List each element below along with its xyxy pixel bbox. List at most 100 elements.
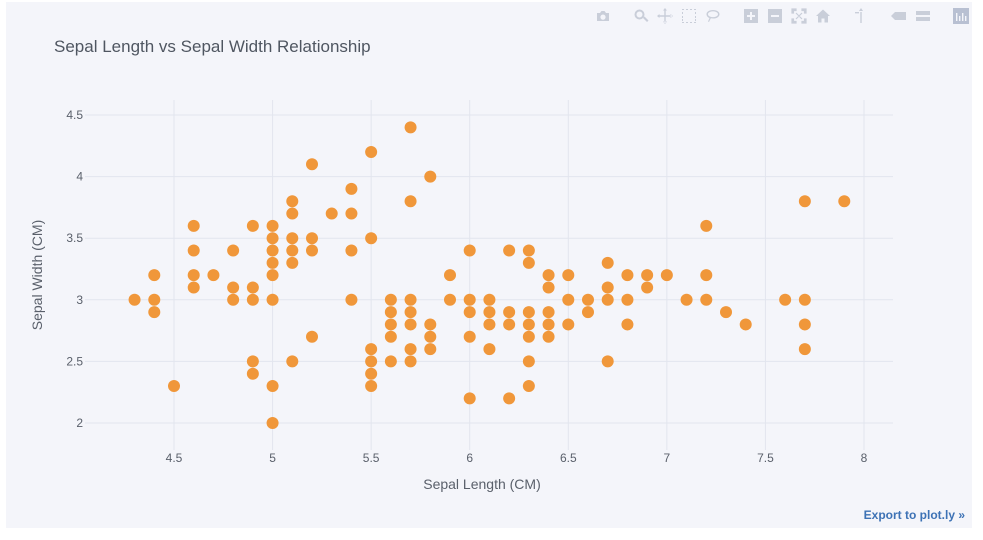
data-point[interactable] <box>522 256 535 269</box>
data-point[interactable] <box>384 306 397 319</box>
data-point[interactable] <box>246 281 259 294</box>
data-point[interactable] <box>404 306 417 319</box>
autoscale-button[interactable] <box>790 7 808 25</box>
data-point[interactable] <box>365 355 378 368</box>
data-point[interactable] <box>503 244 516 257</box>
data-point[interactable] <box>542 318 555 331</box>
data-point[interactable] <box>641 281 654 294</box>
zoom-out-button[interactable] <box>766 7 784 25</box>
lasso-select-button[interactable] <box>704 7 722 25</box>
data-point[interactable] <box>286 256 299 269</box>
data-point[interactable] <box>306 244 318 257</box>
data-point[interactable] <box>325 207 338 220</box>
data-point[interactable] <box>286 232 299 245</box>
data-point[interactable] <box>621 318 634 331</box>
data-point[interactable] <box>798 195 811 208</box>
data-point[interactable] <box>365 380 378 393</box>
data-point[interactable] <box>582 293 594 306</box>
data-point[interactable] <box>621 293 634 306</box>
data-point[interactable] <box>522 330 535 343</box>
data-point[interactable] <box>404 195 417 208</box>
data-point[interactable] <box>227 244 240 257</box>
data-point[interactable] <box>522 306 535 319</box>
data-point[interactable] <box>345 293 358 306</box>
data-point[interactable] <box>542 330 555 343</box>
zoom-in-button[interactable] <box>742 7 760 25</box>
data-point[interactable] <box>424 330 437 343</box>
data-point[interactable] <box>562 318 575 331</box>
data-point[interactable] <box>306 232 318 245</box>
data-point[interactable] <box>365 232 378 245</box>
data-point[interactable] <box>266 417 279 429</box>
data-point[interactable] <box>798 293 811 306</box>
data-point[interactable] <box>562 269 575 282</box>
data-point[interactable] <box>503 306 516 319</box>
data-point[interactable] <box>246 293 259 306</box>
data-point[interactable] <box>582 306 594 319</box>
data-point[interactable] <box>148 293 161 306</box>
data-point[interactable] <box>838 195 851 208</box>
data-point[interactable] <box>168 380 180 393</box>
data-point[interactable] <box>306 330 318 343</box>
data-point[interactable] <box>404 293 417 306</box>
data-point[interactable] <box>365 145 378 158</box>
data-point[interactable] <box>345 182 358 195</box>
data-point[interactable] <box>424 318 437 331</box>
data-point[interactable] <box>542 306 555 319</box>
data-point[interactable] <box>798 343 811 356</box>
data-point[interactable] <box>286 244 299 257</box>
data-point[interactable] <box>424 343 437 356</box>
data-point[interactable] <box>384 330 397 343</box>
data-point[interactable] <box>306 158 318 171</box>
data-point[interactable] <box>246 355 259 368</box>
data-point[interactable] <box>266 269 279 282</box>
data-point[interactable] <box>542 281 555 294</box>
data-point[interactable] <box>345 207 358 220</box>
data-point[interactable] <box>700 293 713 306</box>
data-point[interactable] <box>187 269 200 282</box>
zoom-button[interactable] <box>632 7 650 25</box>
data-point[interactable] <box>207 269 220 282</box>
data-point[interactable] <box>286 195 299 208</box>
data-point[interactable] <box>601 293 614 306</box>
data-point[interactable] <box>266 256 279 269</box>
camera-button[interactable] <box>594 7 612 25</box>
data-point[interactable] <box>128 293 141 306</box>
data-point[interactable] <box>463 306 476 319</box>
data-point[interactable] <box>404 343 417 356</box>
data-point[interactable] <box>266 380 279 393</box>
data-point[interactable] <box>463 392 476 405</box>
data-point[interactable] <box>384 355 397 368</box>
data-point[interactable] <box>404 355 417 368</box>
data-point[interactable] <box>365 343 378 356</box>
data-point[interactable] <box>700 219 713 232</box>
hover-closest-button[interactable] <box>890 7 908 25</box>
data-point[interactable] <box>503 392 516 405</box>
data-point[interactable] <box>424 170 437 183</box>
data-point[interactable] <box>601 355 614 368</box>
data-point[interactable] <box>404 121 417 134</box>
data-point[interactable] <box>444 269 456 282</box>
data-point[interactable] <box>463 330 476 343</box>
home-button[interactable] <box>814 7 832 25</box>
data-point[interactable] <box>266 244 279 257</box>
data-point[interactable] <box>266 232 279 245</box>
data-point[interactable] <box>522 244 535 257</box>
data-point[interactable] <box>483 343 496 356</box>
hover-compare-button[interactable] <box>914 7 932 25</box>
data-point[interactable] <box>601 281 614 294</box>
data-point[interactable] <box>246 219 259 232</box>
data-point[interactable] <box>562 293 575 306</box>
data-point[interactable] <box>246 367 259 380</box>
data-point[interactable] <box>522 380 535 393</box>
data-point[interactable] <box>286 355 299 368</box>
data-point[interactable] <box>286 207 299 220</box>
data-point[interactable] <box>463 244 476 257</box>
data-point[interactable] <box>187 244 200 257</box>
data-point[interactable] <box>779 293 792 306</box>
data-point[interactable] <box>227 293 240 306</box>
data-point[interactable] <box>384 293 397 306</box>
data-point[interactable] <box>680 293 693 306</box>
data-point[interactable] <box>503 318 516 331</box>
